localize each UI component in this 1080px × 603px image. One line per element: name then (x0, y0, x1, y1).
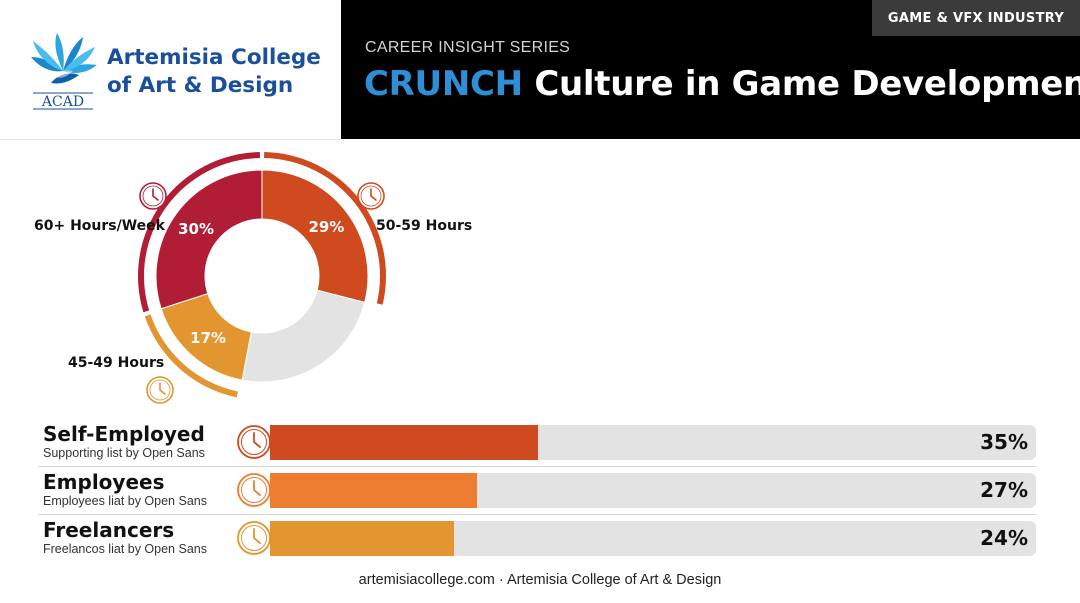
clock-icon (237, 425, 271, 459)
bar-fill (270, 473, 477, 508)
logo-text: ACAD (41, 94, 84, 110)
bar-value-label: 35% (980, 430, 1028, 454)
row-divider (38, 466, 1036, 467)
clock-icon (146, 376, 174, 404)
clock-hands (159, 382, 166, 395)
bar-value-label: 24% (980, 526, 1028, 550)
slice-category-label: 50-59 Hours (376, 218, 472, 234)
bar-subtitle: Freelancos liat by Open Sans (43, 542, 207, 556)
bar-track: 24% (270, 521, 1036, 556)
bar-row: Employees Employees liat by Open Sans 27% (0, 470, 1080, 518)
donut-slice (155, 169, 263, 310)
hours-donut-chart: 29% 17% 30% 60+ Hours/Week 50-59 Hours 45-49 … (34, 152, 472, 404)
clock-icon (237, 521, 271, 555)
page-title: CRUNCH Culture in Game Development (364, 62, 1080, 106)
bar-subtitle: Supporting list by Open Sans (43, 446, 205, 460)
clock-inner-ring (142, 185, 164, 207)
bar-row: Self-Employed Supporting list by Open San… (0, 422, 1080, 470)
bar-row: Freelancers Freelancos liat by Open Sans 2… (0, 518, 1080, 566)
donut-slice (241, 289, 366, 383)
title-rest: Culture in Game Development (522, 64, 1080, 104)
industry-tag: GAME & VFX INDUSTRY (872, 0, 1080, 36)
bar-track: 35% (270, 425, 1036, 460)
title-accent: CRUNCH (364, 64, 523, 104)
bar-subtitle: Employees liat by Open Sans (43, 494, 207, 508)
slice-category-label: 60+ Hours/Week (34, 218, 166, 234)
brand-name-line1: Artemisia College (107, 45, 321, 70)
bar-fill (270, 425, 539, 460)
series-kicker: CAREER INSIGHT SERIES (365, 39, 571, 56)
clock-hands (152, 188, 159, 201)
header-banner: GAME & VFX INDUSTRY CAREER INSIGHT SERIE… (341, 0, 1080, 139)
bar-track: 27% (270, 473, 1036, 508)
clock-hands (370, 188, 377, 201)
bar-category-label: Employees (43, 470, 165, 494)
clock-inner-ring (360, 185, 382, 207)
clock-icon (237, 473, 271, 507)
slice-data-label: 17% (190, 329, 226, 347)
slice-data-label: 29% (308, 218, 344, 236)
bar-category-label: Freelancers (43, 518, 175, 542)
row-divider (38, 514, 1036, 515)
donut-slice (261, 169, 369, 303)
bar-category-label: Self-Employed (43, 422, 205, 446)
brand-name-line2: of Art & Design (107, 73, 294, 98)
bar-fill (270, 521, 454, 556)
slice-data-label: 30% (178, 220, 214, 238)
brand-panel: ACAD Artemisia College of Art & Design (0, 0, 341, 140)
brand-name: Artemisia College of Art & Design (107, 44, 337, 100)
clock-icon (139, 182, 167, 210)
clock-inner-ring (149, 379, 171, 401)
footer-text: artemisiacollege.com · Artemisia College… (358, 572, 722, 588)
clock-icon (357, 182, 385, 210)
slice-category-label: 45-49 Hours (68, 355, 164, 371)
bar-value-label: 27% (980, 478, 1028, 502)
logo-icon: ACAD (31, 33, 97, 110)
